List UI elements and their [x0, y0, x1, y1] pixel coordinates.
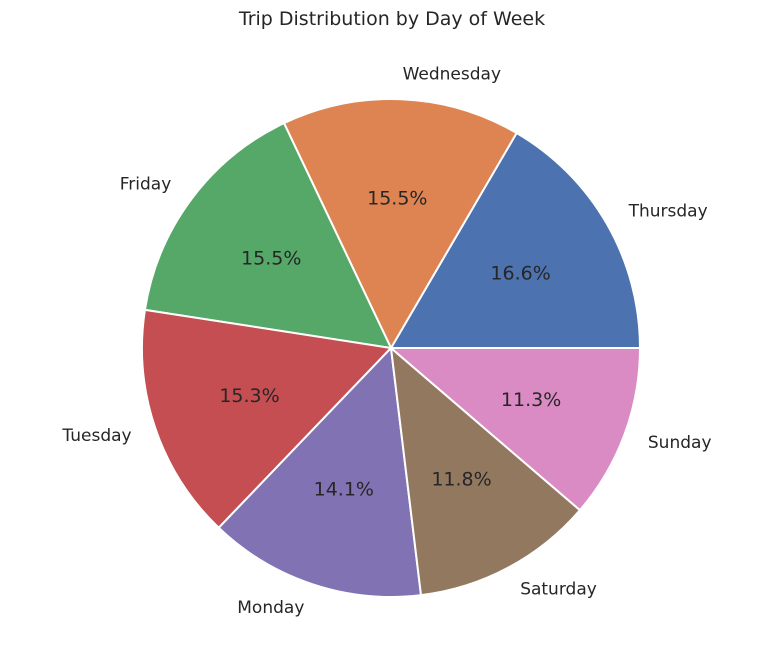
pie-slices [141, 98, 641, 598]
slice-label-wednesday: Wednesday [403, 64, 501, 84]
slice-label-saturday: Saturday [520, 580, 597, 600]
percent-label-monday: 14.1% [314, 479, 374, 501]
slice-labels: Thursday Wednesday Friday Tuesday Monday Satu… [61, 64, 712, 618]
percent-label-saturday: 11.8% [431, 469, 491, 491]
chart-title: Trip Distribution by Day of Week [238, 8, 545, 30]
slice-label-sunday: Sunday [648, 433, 712, 453]
pie-slice-sunday [390, 347, 641, 512]
pie-slice-monday [217, 347, 423, 598]
pie-slice-thursday [390, 132, 641, 349]
pie-slice-wednesday [283, 98, 518, 349]
percent-label-friday: 15.5% [241, 248, 301, 270]
percent-label-thursday: 16.6% [490, 263, 550, 285]
percent-label-wednesday: 15.5% [367, 188, 427, 210]
slice-label-friday: Friday [120, 174, 172, 194]
percent-label-tuesday: 15.3% [219, 385, 279, 407]
slice-label-tuesday: Tuesday [61, 426, 131, 446]
pie-slice-tuesday [141, 308, 392, 529]
slice-label-thursday: Thursday [628, 202, 708, 222]
pie-slice-friday [143, 122, 392, 349]
percent-label-sunday: 11.3% [501, 389, 561, 411]
slice-label-monday: Monday [237, 598, 304, 618]
pie-slice-saturday [390, 347, 581, 597]
percent-labels: 16.6% 15.5% 15.5% 15.3% 14.1% 11.8% 11.3% [219, 188, 561, 501]
